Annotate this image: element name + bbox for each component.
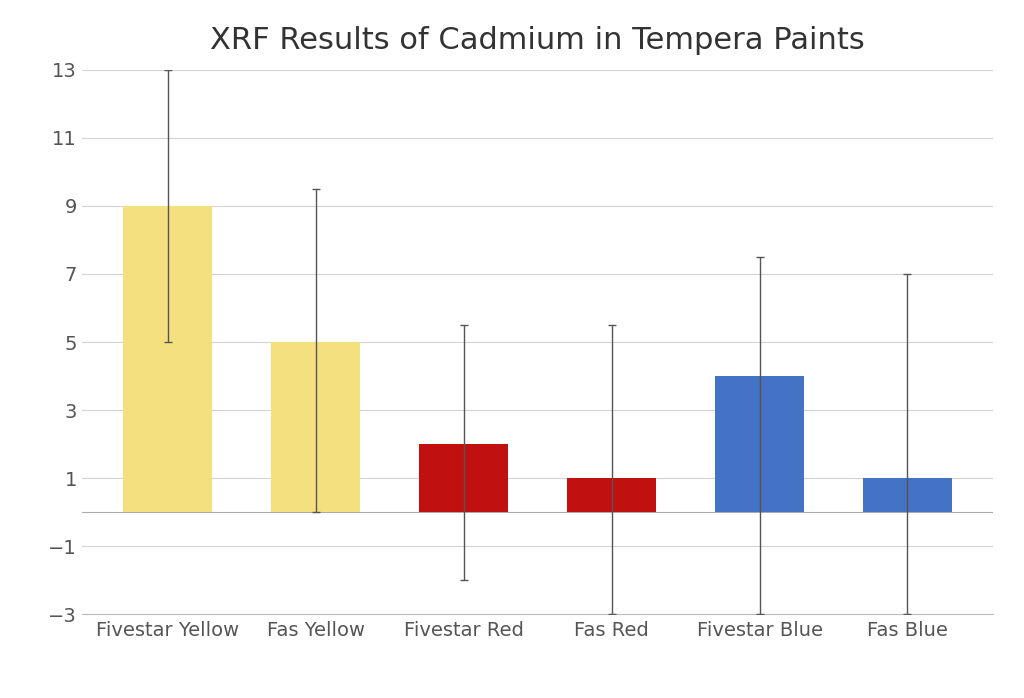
Bar xyxy=(123,206,212,512)
Title: XRF Results of Cadmium in Tempera Paints: XRF Results of Cadmium in Tempera Paints xyxy=(210,26,865,55)
Bar xyxy=(567,478,656,512)
Bar xyxy=(715,376,804,512)
Bar xyxy=(419,444,508,512)
Bar xyxy=(271,342,360,512)
Bar xyxy=(863,478,952,512)
